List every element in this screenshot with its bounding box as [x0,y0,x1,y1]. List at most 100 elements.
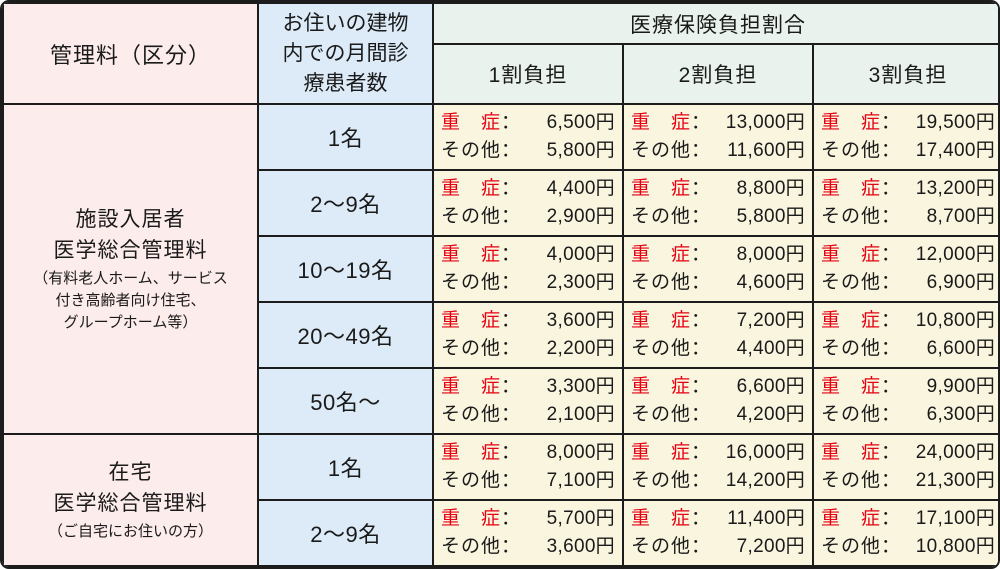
group-title-line2: 医学総合管理料 [53,492,208,515]
group-title-line1: 在宅 [108,461,153,484]
other-value: 7,100円 [546,470,615,491]
severe-value: 4,400円 [546,178,615,199]
other-label: その他 [631,272,692,293]
fee-line-other: その他： 2,200円 [441,335,615,363]
other-value: 8,700円 [926,206,996,227]
severe-value: 12,000円 [915,244,996,265]
other-label: その他 [631,536,692,557]
severe-value: 19,500円 [915,112,996,133]
severe-value: 11,400円 [727,508,805,529]
header-burden-3: 3割負担 [811,43,998,105]
colon: ： [501,376,521,397]
severe-label: 重 症 [631,508,692,529]
other-label: その他 [441,140,502,161]
colon: ： [881,272,901,293]
colon: ： [881,244,901,265]
severe-value: 3,600円 [546,310,615,331]
group-cell-facility: 施設入居者 医学総合管理料 （有料老人ホーム、サービス 付き高齢者向け住宅、 グ… [2,103,259,435]
other-value: 2,200円 [546,338,615,359]
fee-line-other: その他： 6,300円 [821,401,995,429]
severe-label: 重 症 [821,376,882,397]
severe-value: 4,000円 [546,244,615,265]
header-patients-line2: 内での月間診 [282,41,409,65]
patient-count-cell: 2〜9名 [257,499,434,567]
colon: ： [501,404,521,425]
other-label: その他 [631,338,692,359]
colon: ： [501,536,521,557]
colon: ： [501,178,521,199]
fee-cell: 重 症： 4,400円 その他： 2,900円 [432,169,624,237]
fee-cell: 重 症： 3,600円 その他： 2,200円 [432,301,624,369]
other-label: その他 [821,536,882,557]
patient-count-cell: 10〜19名 [257,235,434,303]
fee-cell: 重 症： 12,000円 その他： 6,900円 [811,235,998,303]
colon: ： [691,140,711,161]
colon: ： [881,376,901,397]
fee-line-severe: 重 症： 19,500円 [821,109,995,137]
table-row: 在宅 医学総合管理料 （ご自宅にお住いの方） 1名 重 症： 8,000円 その他… [2,433,998,567]
severe-value: 5,700円 [546,508,615,529]
severe-label: 重 症 [441,112,502,133]
other-value: 11,600円 [727,140,805,161]
table-row: 20〜49名 重 症： 3,600円 その他： 2,200円 重 症： 7,200円 … [3,301,998,369]
fee-line-other: その他： 5,800円 [441,137,615,165]
severe-label: 重 症 [631,310,692,331]
other-value: 14,200円 [725,470,805,491]
colon: ： [691,536,711,557]
other-value: 2,300円 [546,272,615,293]
other-value: 6,600円 [926,338,996,359]
other-label: その他 [631,404,692,425]
fee-line-other: その他： 4,400円 [631,335,805,363]
other-label: その他 [441,272,502,293]
group-note: （ご自宅にお住いの方） [4,521,257,543]
other-label: その他 [631,140,692,161]
severe-label: 重 症 [821,508,882,529]
other-value: 6,300円 [926,404,996,425]
severe-value: 9,900円 [926,376,996,397]
other-value: 2,900円 [546,206,615,227]
fee-line-severe: 重 症： 13,200円 [821,175,995,203]
other-label: その他 [821,206,882,227]
other-value: 2,100円 [546,404,615,425]
fee-cell: 重 症： 11,400円 その他： 7,200円 [622,499,814,567]
group-note: （有料老人ホーム、サービス 付き高齢者向け住宅、 グループホーム等） [4,268,257,334]
other-label: その他 [821,470,882,491]
fee-cell: 重 症： 7,200円 その他： 4,400円 [622,301,814,369]
severe-label: 重 症 [441,310,502,331]
group-note-line2: 付き高齢者向け住宅、 [55,292,206,309]
severe-value: 13,000円 [725,112,805,133]
fee-cell: 重 症： 4,000円 その他： 2,300円 [432,235,624,303]
group-cell-home: 在宅 医学総合管理料 （ご自宅にお住いの方） [2,433,259,567]
header-patients: お住いの建物 内での月間診 療患者数 [257,2,434,105]
fee-line-severe: 重 症： 6,500円 [441,109,615,137]
severe-value: 7,200円 [736,310,805,331]
colon: ： [881,310,901,331]
severe-label: 重 症 [441,442,502,463]
colon: ： [691,178,711,199]
colon: ： [881,470,901,491]
table-row: 2〜9名 重 症： 4,400円 その他： 2,900円 重 症： 8,800円 その… [3,169,998,237]
colon: ： [881,442,901,463]
fee-line-other: その他： 2,100円 [441,401,615,429]
colon: ： [691,206,711,227]
colon: ： [881,508,901,529]
patient-count-cell: 1名 [257,103,434,171]
group-note-line3: グループホーム等） [63,314,198,331]
severe-value: 8,000円 [546,442,615,463]
severe-label: 重 症 [631,244,692,265]
header-row-2: 1割負担 2割負担 3割負担 [3,43,998,105]
fee-cell: 重 症： 17,100円 その他： 10,800円 [811,499,998,567]
other-value: 7,200円 [736,536,805,557]
fee-line-other: その他： 14,200円 [631,467,805,495]
colon: ： [881,404,901,425]
fee-line-severe: 重 症： 7,200円 [631,307,805,335]
colon: ： [691,112,711,133]
severe-label: 重 症 [441,178,502,199]
fee-line-other: その他： 10,800円 [821,533,995,561]
colon: ： [881,338,901,359]
fee-line-severe: 重 症： 8,800円 [631,175,805,203]
severe-value: 13,200円 [915,178,996,199]
group-note-line1: （有料老人ホーム、サービス [33,270,228,287]
other-value: 5,800円 [736,206,805,227]
fee-cell: 重 症： 19,500円 その他： 17,400円 [811,103,998,171]
